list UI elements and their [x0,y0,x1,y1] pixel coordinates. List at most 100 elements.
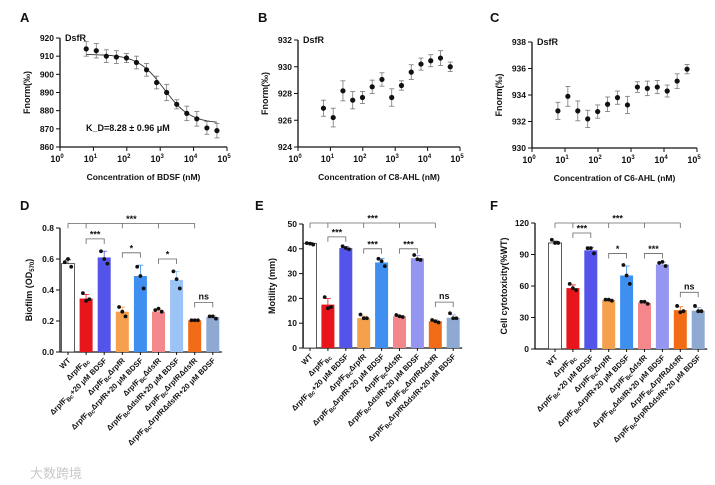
y-tick-label: 924 [278,142,292,152]
bar [188,320,202,352]
data-point [657,261,662,265]
data-point [143,67,150,73]
x-tick-label: 102 [117,154,131,164]
y-tick-label: 936 [512,64,526,74]
data-point [365,316,369,321]
significance-label: *** [612,214,623,224]
data-point [154,79,160,86]
data-point [103,53,109,59]
subscript: Bc [345,370,355,380]
subscript: Bc [384,420,394,430]
bar [602,300,616,349]
y-tick-label: 932 [278,35,292,45]
subscript: Bc [590,371,600,381]
significance-label: ns [198,291,209,301]
subscript: Bc [608,406,618,416]
pair-bracket [194,302,214,308]
data-point [350,97,356,103]
y-tick-label: 60 [520,281,530,291]
subscript: Bc [123,409,133,419]
y-tick-label: 890 [40,88,54,98]
x-tick-label: 100 [288,154,302,164]
data-point [627,282,632,286]
pair-bracket [327,236,347,242]
subscript: Bc [104,374,114,384]
data-point [361,316,366,321]
data-point [553,241,557,245]
bar [691,310,705,349]
data-point [207,314,212,319]
pair-bracket [679,291,699,298]
exponent: 4 [194,154,198,160]
data-point [394,313,399,317]
x-tick-label: 100 [522,155,536,165]
subscript: 570 [30,261,36,272]
y-tick-label: 870 [40,124,54,134]
data-point [436,320,441,325]
bar [620,275,634,349]
y-tick-label: 30 [288,269,298,279]
data-point [184,110,190,116]
data-point [340,88,346,94]
data-point [99,249,103,254]
data-point [189,318,194,323]
x-tick-label: 101 [84,154,98,164]
significance-label: *** [90,229,101,239]
subscript: Bc [573,405,583,415]
label-part: Biofilm (OD [24,271,34,321]
data-point [624,102,631,108]
y-tick-label: 930 [512,143,526,153]
data-point [84,298,88,303]
data-point [610,298,614,303]
exponent: 4 [428,154,432,160]
data-point [347,247,351,252]
data-point [571,286,575,290]
subscript: Bc [380,371,390,381]
bar [655,264,669,349]
y-axis-label: Fnorm(‰) [22,71,32,114]
x-tick-label: 102 [588,155,602,165]
data-point [660,259,665,264]
data-point [379,259,384,264]
data-point [430,318,434,322]
data-point [62,260,67,264]
data-point [585,246,590,251]
panel-letter: A [20,10,30,25]
y-tick-label: 928 [278,89,292,99]
exponent: 0 [532,155,536,161]
data-point [320,105,327,111]
exponent: 4 [664,155,668,161]
data-point [117,305,121,309]
data-point [674,78,680,84]
data-point [87,297,92,302]
y-axis-label: Cell cytotoxicity(%WT) [499,237,509,334]
data-point [138,274,143,278]
significance-label: *** [126,214,137,224]
subscript: Bc [87,408,97,418]
significance-label: *** [403,239,414,249]
significance-label: *** [577,223,588,233]
data-point [376,256,381,261]
x-tick-label: 100 [50,154,64,164]
subscript: Bc [629,421,639,431]
exponent: 1 [565,155,569,161]
y-tick-label: 0 [292,343,297,353]
y-tick-label: 0.2 [42,316,54,326]
data-point [123,314,128,319]
data-point [214,128,220,134]
data-point [330,114,336,121]
pair-bracket [363,248,382,254]
data-point [326,306,330,311]
bar [566,288,580,349]
pair-bracket [399,248,418,254]
exponent: 5 [697,155,701,161]
y-axis-label: Biofilm (OD570) [24,259,36,322]
y-tick-label: 926 [278,115,292,125]
y-tick-label: 934 [512,90,526,100]
data-point [120,309,125,314]
significance-label: ns [684,281,695,291]
y-tick-label: 90 [520,250,530,260]
data-point [133,59,140,66]
